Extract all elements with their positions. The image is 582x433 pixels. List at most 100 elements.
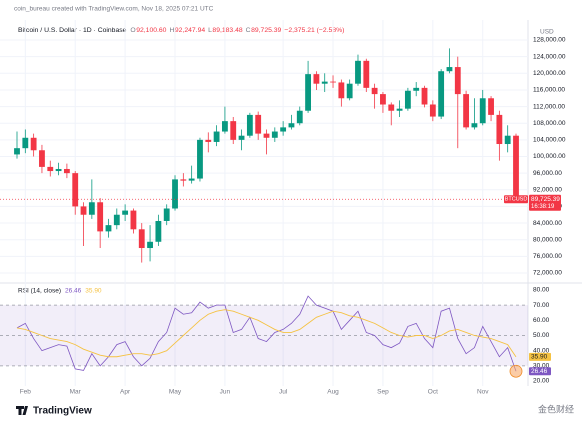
logo-icon: [16, 406, 28, 415]
x-tick-label: Jun: [220, 389, 231, 396]
candle-body: [14, 148, 20, 155]
rsi-tick-label: 40.00: [533, 347, 550, 354]
candle-body: [163, 208, 170, 221]
rsi-line: [16, 309, 517, 358]
candle-body: [346, 83, 353, 99]
y-tick-label: 128,000.00: [533, 37, 566, 44]
candle-body: [454, 67, 461, 95]
y-tick-label: 96,000.00: [533, 170, 562, 177]
ohlc-value: 89,183.48: [212, 27, 242, 34]
rsi-axis-value: 35.90: [531, 354, 548, 361]
countdown: 16:38:19: [531, 204, 555, 210]
candle-body: [30, 137, 37, 151]
candle-body: [105, 225, 112, 232]
candle-body: [80, 206, 87, 215]
header: coin_bureau created with TradingView.com…: [14, 6, 214, 13]
candle-body: [47, 166, 54, 172]
x-tick-label: Jul: [279, 389, 288, 396]
candle-body: [429, 104, 436, 117]
change: −2,375.21 (−2.58%): [284, 27, 344, 34]
candle-body: [188, 178, 195, 181]
x-tick-label: Aug: [327, 389, 339, 396]
candle-body: [321, 81, 328, 84]
x-tick-label: Sep: [377, 389, 389, 396]
y-tick-label: 112,000.00: [533, 103, 565, 110]
candle-body: [479, 98, 486, 124]
y-tick-label: 84,000.00: [533, 220, 562, 227]
candle-body: [338, 82, 345, 99]
candle-body: [313, 74, 320, 84]
candle-body: [72, 173, 79, 207]
candle-body: [246, 114, 253, 136]
ohlc-value: 89,725.39: [251, 27, 281, 34]
x-tick-label: Apr: [120, 389, 131, 396]
candle-body: [138, 229, 145, 249]
candle-body: [222, 121, 228, 132]
rsi-legend-value: 35.90: [85, 288, 102, 295]
candle-body: [413, 87, 420, 91]
ohlc-key: O: [130, 27, 135, 34]
y-tick-label: 116,000.00: [533, 87, 565, 94]
y-tick-label: 120,000.00: [533, 70, 566, 77]
candle-body: [330, 81, 336, 83]
candle-body: [263, 133, 270, 138]
rsi-tick-label: 60.00: [533, 317, 550, 324]
ohlc-key: C: [246, 27, 251, 34]
x-tick-label: Feb: [20, 389, 32, 396]
x-tick-label: Oct: [428, 389, 438, 396]
candle-body: [396, 108, 403, 111]
candle-body: [197, 139, 203, 179]
y-tick-label: 108,000.00: [533, 120, 566, 127]
candle-body: [205, 139, 212, 142]
rsi-line: [16, 295, 517, 372]
candle-body: [371, 87, 378, 95]
ohlc-value: 92,100.60: [136, 27, 166, 34]
candle-body: [438, 71, 445, 117]
candle-body: [446, 67, 453, 72]
logo-text: TradingView: [33, 406, 92, 417]
candle-body: [363, 60, 370, 88]
candle-body: [155, 220, 162, 242]
candle-body: [496, 114, 503, 145]
candle-body: [39, 150, 45, 167]
rsi-tick-label: 30.00: [533, 363, 550, 370]
candle-body: [355, 60, 361, 84]
symbol-tag-box: [504, 195, 528, 204]
price-label: 89,725.39: [531, 196, 560, 203]
candle-body: [388, 104, 395, 111]
y-tick-label: 124,000.00: [533, 53, 566, 60]
candle-body: [296, 110, 303, 124]
watermark: 金色财经: [538, 403, 574, 414]
x-tick-label: May: [169, 389, 182, 396]
candle-body: [55, 168, 62, 172]
candle-body: [22, 137, 29, 149]
candle-body: [404, 90, 411, 109]
candle-body: [122, 210, 129, 215]
rsi-value-box: [529, 367, 551, 376]
symbol: Bitcoin / U.S. Dollar · 1D · Coinbase: [18, 27, 127, 34]
candle-body: [280, 127, 287, 132]
candle-body: [271, 131, 278, 138]
candle-body: [180, 179, 187, 181]
price-box: [529, 194, 561, 211]
candle-body: [513, 135, 519, 200]
candle-body: [88, 202, 95, 215]
y-tick-label: 80,000.00: [533, 236, 562, 243]
highlight: [509, 364, 523, 378]
candle-body: [147, 241, 153, 249]
x-tick-label: Nov: [477, 389, 489, 396]
currency: USD: [540, 29, 554, 36]
y-tick-label: 100,000.00: [533, 153, 566, 160]
ohlc-value: 92,247.94: [175, 27, 205, 34]
y-tick-label: 104,000.00: [533, 137, 566, 144]
rsi-tick-label: 20.00: [533, 378, 550, 385]
candle-body: [172, 179, 178, 209]
candle-body: [504, 135, 511, 145]
rsi-legend-value: 26.46: [65, 288, 82, 295]
candle-body: [230, 121, 237, 140]
symbol-tag: BTCUSD: [505, 197, 528, 203]
candle-body: [305, 74, 311, 111]
candle-body: [463, 94, 470, 128]
candle-body: [113, 214, 120, 226]
